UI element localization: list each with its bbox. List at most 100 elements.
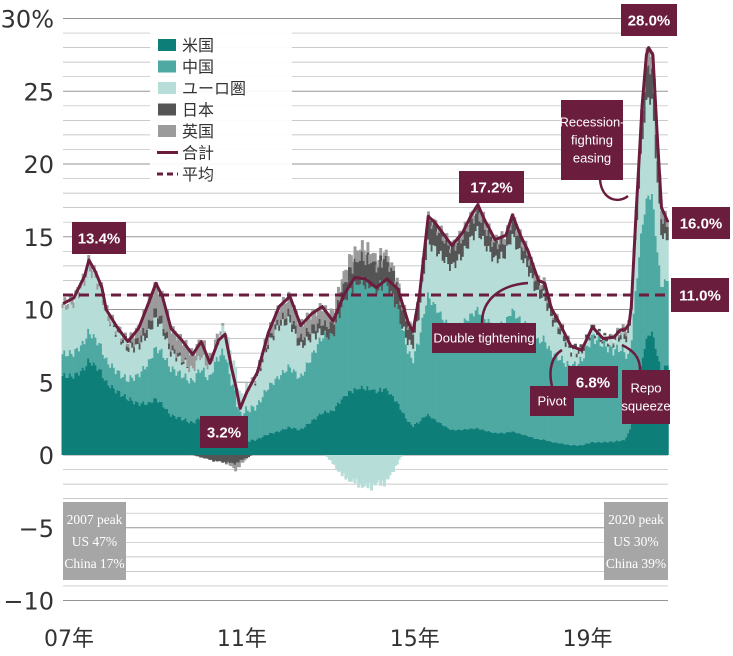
bar-segment-日本 <box>544 292 548 302</box>
bar-segment-ユーロ圏 <box>559 334 563 360</box>
bar-segment-米国 <box>179 416 183 455</box>
bar-segment-米国 <box>493 432 497 455</box>
bar-segment-日本 <box>359 260 363 285</box>
bar-segment-ユーロ圏 <box>359 455 363 485</box>
bar-segment-日本 <box>166 331 170 339</box>
bar-segment-中国 <box>483 319 487 431</box>
bar-segment-中国 <box>300 373 304 429</box>
bar-segment-米国 <box>599 442 603 455</box>
bar-segment-日本 <box>537 280 541 290</box>
bar-segment-日本 <box>645 67 649 100</box>
bar-segment-ユーロ圏 <box>381 455 385 481</box>
bar-segment-米国 <box>237 441 241 455</box>
bar-segment-日本 <box>151 320 155 330</box>
bar-segment-日本 <box>168 343 172 350</box>
bar-segment-ユーロ圏 <box>651 98 655 195</box>
bar-segment-中国 <box>507 315 511 433</box>
bar-segment-日本 <box>226 455 230 462</box>
bar-segment-英国 <box>208 352 212 364</box>
bar-segment-中国 <box>636 278 640 394</box>
bar-segment-ユーロ圏 <box>550 316 554 351</box>
bar-segment-中国 <box>230 385 234 433</box>
bar-segment-中国 <box>129 375 133 398</box>
bar-segment-日本 <box>509 230 513 245</box>
bar-segment-中国 <box>61 354 65 376</box>
bar-segment-日本 <box>311 324 315 334</box>
bar-segment-ユーロ圏 <box>318 328 322 338</box>
bar-segment-米国 <box>537 438 541 455</box>
bar-segment-英国 <box>213 339 217 349</box>
bar-segment-中国 <box>186 380 190 422</box>
bar-segment-英国 <box>125 343 129 347</box>
bar-segment-ユーロ圏 <box>621 332 625 345</box>
bar-segment-米国 <box>158 401 162 455</box>
bar-segment-中国 <box>619 350 623 441</box>
bar-segment-中国 <box>122 376 126 396</box>
bar-segment-英国 <box>155 282 159 309</box>
bar-segment-中国 <box>498 326 502 434</box>
bar-segment-日本 <box>605 339 609 342</box>
bar-segment-英国 <box>491 240 495 247</box>
x-tick-label: 07年 <box>44 627 94 652</box>
value-callout-label: 28.0% <box>628 13 671 30</box>
bar-segment-英国 <box>191 352 195 369</box>
bar-segment-英国 <box>509 224 513 231</box>
bar-segment-中国 <box>392 293 396 396</box>
bar-segment-英国 <box>129 332 133 339</box>
bar-segment-ユーロ圏 <box>601 343 605 348</box>
bar-segment-英国 <box>221 323 225 326</box>
bar-segment-日本 <box>164 332 168 340</box>
bar-segment-ユーロ圏 <box>461 256 465 326</box>
bar-segment-ユーロ圏 <box>581 353 585 362</box>
bar-segment-英国 <box>542 277 546 282</box>
bar-segment-中国 <box>449 331 453 430</box>
bar-segment-米国 <box>489 431 493 455</box>
bar-segment-ユーロ圏 <box>344 455 348 480</box>
bar-segment-米国 <box>193 423 197 455</box>
bar-segment-ユーロ圏 <box>606 346 610 353</box>
bar-segment-中国 <box>171 366 175 415</box>
repo-squeeze-box <box>622 370 670 424</box>
bar-segment-日本 <box>136 337 140 344</box>
bar-segment-日本 <box>202 455 206 459</box>
bar-segment-英国 <box>406 327 410 330</box>
bar-segment-英国 <box>303 323 307 338</box>
bar-segment-ユーロ圏 <box>388 455 392 476</box>
bar-segment-英国 <box>623 330 627 335</box>
bar-segment-中国 <box>658 265 662 362</box>
bar-segment-日本 <box>505 230 509 246</box>
bar-segment-米国 <box>412 426 416 455</box>
bar-segment-英国 <box>359 249 363 261</box>
bar-segment-米国 <box>142 401 146 455</box>
bar-segment-中国 <box>197 369 201 419</box>
bar-segment-中国 <box>366 278 370 387</box>
bar-segment-中国 <box>173 369 177 416</box>
bar-segment-英国 <box>197 339 201 357</box>
peak-2007-label: China 17% <box>64 556 124 571</box>
bar-segment-日本 <box>329 321 333 333</box>
bar-segment-日本 <box>533 281 537 292</box>
peak-2007-label: US 47% <box>72 534 117 549</box>
bar-segment-日本 <box>458 236 462 255</box>
bar-segment-英国 <box>292 305 296 321</box>
bar-segment-中国 <box>612 355 616 443</box>
bar-segment-ユーロ圏 <box>206 369 210 381</box>
bar-segment-米国 <box>61 375 65 455</box>
bar-segment-中国 <box>454 331 458 431</box>
bar-segment-ユーロ圏 <box>467 248 471 321</box>
bar-segment-日本 <box>248 455 252 456</box>
bar-segment-英国 <box>370 253 374 263</box>
x-tick-label: 11年 <box>217 627 267 652</box>
bar-segment-日本 <box>212 455 216 462</box>
bar-segment-米国 <box>550 441 554 455</box>
bar-segment-米国 <box>515 433 519 455</box>
bar-segment-米国 <box>239 441 243 455</box>
bar-segment-中国 <box>272 384 276 434</box>
bar-segment-日本 <box>122 339 126 344</box>
bar-segment-日本 <box>294 325 298 334</box>
bar-segment-中国 <box>182 377 186 421</box>
bar-segment-日本 <box>241 455 245 461</box>
bar-segment-米国 <box>258 437 262 455</box>
bar-segment-ユーロ圏 <box>397 455 401 460</box>
